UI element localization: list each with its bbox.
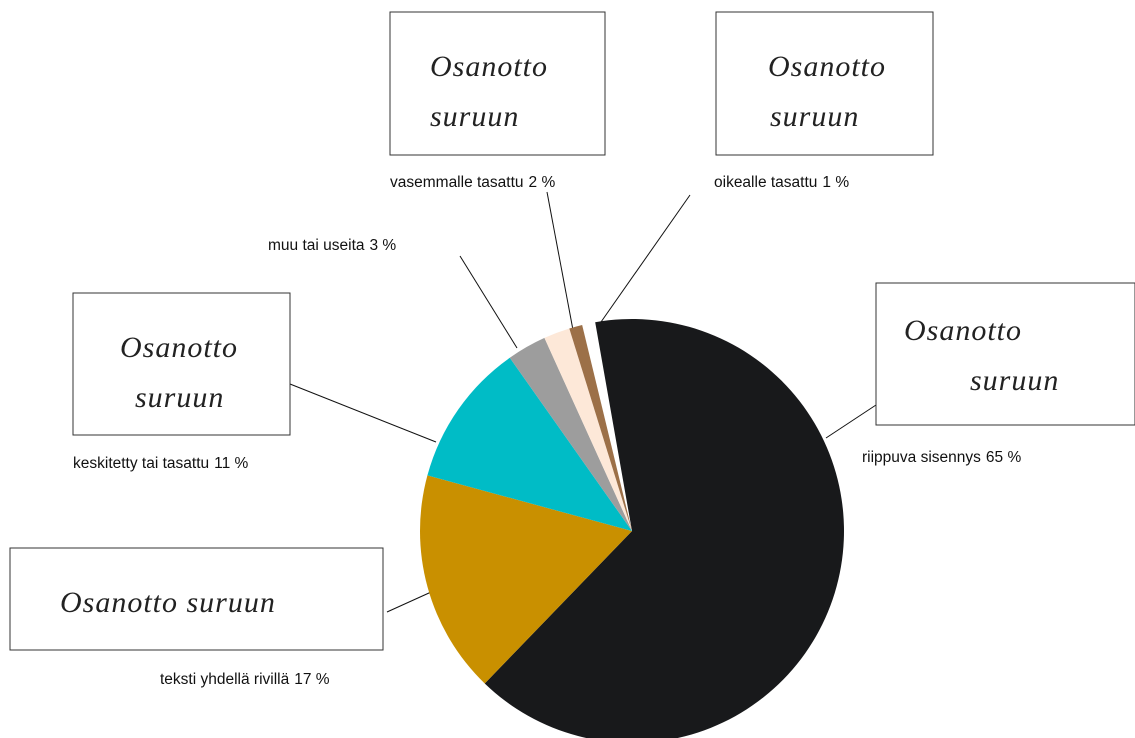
value-label: 65 % bbox=[986, 449, 1022, 466]
sample-text: Osanotto bbox=[768, 50, 886, 83]
value-label: 2 % bbox=[529, 174, 556, 191]
value-label: 3 % bbox=[370, 237, 397, 254]
pie-slice bbox=[484, 319, 844, 738]
value-label: 17 % bbox=[294, 671, 330, 688]
pie-slice bbox=[544, 328, 632, 531]
sample-text: Osanotto bbox=[904, 314, 1022, 347]
sample-text: suruun bbox=[135, 381, 224, 414]
slice-label: oikealle tasattu 1 % bbox=[714, 174, 849, 191]
leader-line bbox=[546, 191, 574, 331]
pie-slice bbox=[509, 337, 632, 531]
sample-box bbox=[389, 11, 606, 156]
pie-slice bbox=[419, 475, 632, 684]
category-name: oikealle tasattu bbox=[714, 174, 817, 191]
pie-slice bbox=[569, 324, 632, 531]
sample-box bbox=[875, 282, 1135, 426]
value-label: 11 % bbox=[214, 455, 248, 472]
sample-text: Osanotto bbox=[120, 331, 238, 364]
leader-line bbox=[825, 404, 877, 439]
sample-box bbox=[715, 11, 934, 156]
leader-line bbox=[600, 194, 691, 323]
slice-label: muu tai useita 3 % bbox=[268, 237, 396, 254]
category-name: teksti yhdellä rivillä bbox=[160, 671, 290, 688]
category-name: vasemmalle tasattu bbox=[390, 174, 524, 191]
value-label: 1 % bbox=[822, 174, 849, 191]
category-name: keskitetty tai tasattu bbox=[73, 455, 209, 472]
slice-label: teksti yhdellä rivillä 17 % bbox=[160, 671, 330, 688]
leader-line bbox=[459, 255, 518, 349]
slice-label: vasemmalle tasattu 2 % bbox=[390, 174, 555, 191]
sample-text: suruun bbox=[770, 100, 859, 133]
sample-text: Osanotto suruun bbox=[60, 586, 276, 619]
leader-line bbox=[289, 383, 437, 443]
sample-box bbox=[72, 292, 291, 436]
sample-text: Osanotto bbox=[430, 50, 548, 83]
pie-slice bbox=[427, 357, 632, 531]
slice-label: riippuva sisennys 65 % bbox=[862, 449, 1021, 466]
category-name: muu tai useita bbox=[268, 237, 365, 254]
slice-label: keskitetty tai tasattu 11 % bbox=[73, 455, 249, 472]
category-name: riippuva sisennys bbox=[862, 449, 981, 466]
sample-text: suruun bbox=[430, 100, 519, 133]
sample-text: suruun bbox=[970, 364, 1059, 397]
sample-box bbox=[9, 547, 384, 651]
